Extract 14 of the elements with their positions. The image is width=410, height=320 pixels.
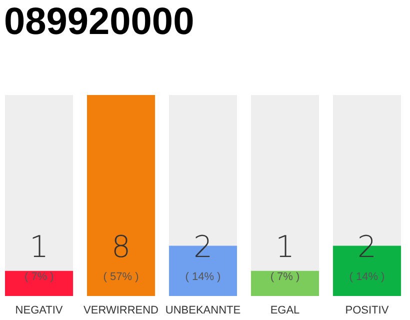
annotation: ( 7% ) [24, 271, 54, 283]
data-label: 1 [29, 230, 49, 265]
annotation: ( 14% ) [349, 271, 385, 283]
x-tick-label: POSITIV [345, 304, 390, 316]
x-tick-label: UNBEKANNTE [165, 304, 241, 316]
data-label: 8 [111, 230, 131, 265]
data-label: 1 [275, 230, 295, 265]
x-tick-label: EGAL [270, 304, 300, 316]
annotation: ( 57% ) [103, 271, 139, 283]
annotation: ( 7% ) [270, 271, 300, 283]
annotation: ( 14% ) [185, 271, 221, 283]
chart-title: 089920000 [4, 0, 194, 44]
x-tick-label: NEGATIV [15, 304, 64, 316]
x-tick-label: VERWIRREND [84, 304, 159, 316]
